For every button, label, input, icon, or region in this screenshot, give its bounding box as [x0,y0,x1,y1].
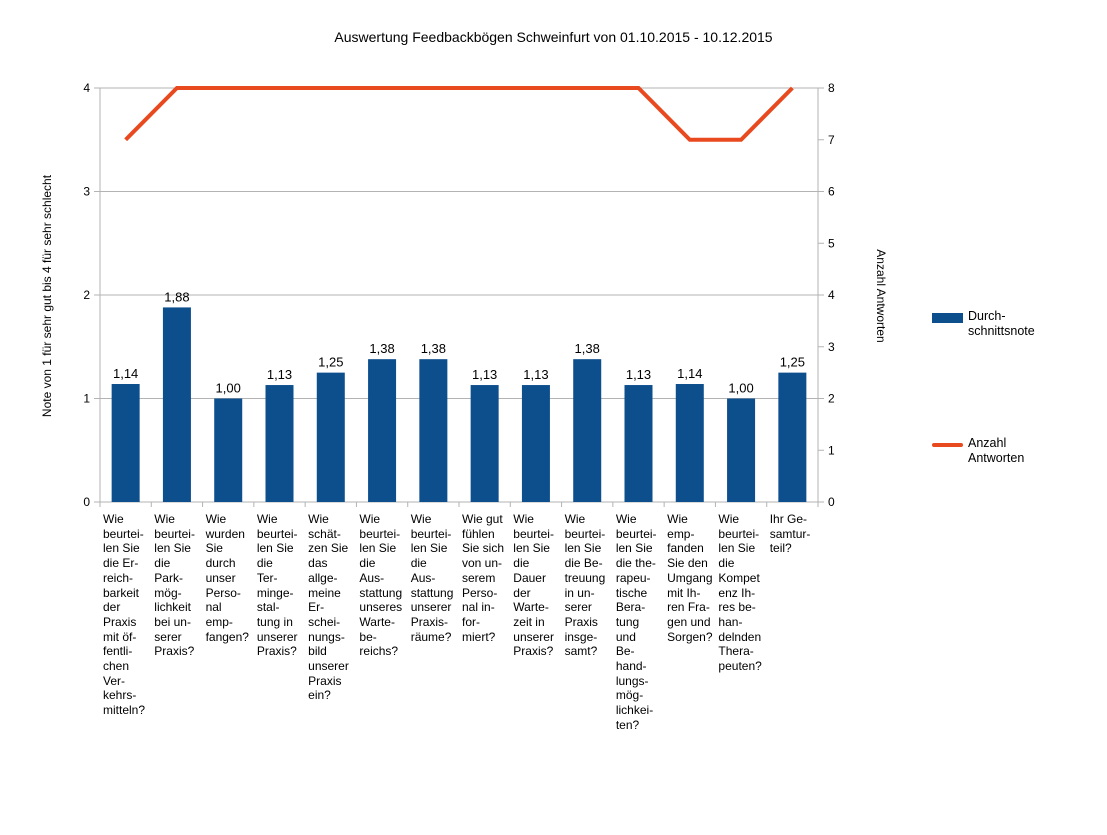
bar-value-label: 1,38 [421,341,446,356]
left-axis-tick-label: 3 [83,185,90,199]
category-label: Wie beurtei- len Sie die the- rapeu- tis… [615,512,657,732]
bar-value-label: 1,38 [575,341,600,356]
category-label: Wie beurtei- len Sie die Dauer der Warte… [513,512,554,659]
bar [368,359,397,502]
bar-value-label: 1,13 [523,367,548,382]
bar [111,384,140,502]
bar-value-label: 1,13 [472,367,497,382]
category-label: Wie beurtei- len Sie die Aus- stattung u… [410,512,454,644]
left-axis-tick-label: 4 [83,81,90,95]
category-label: Wie emp- fanden Sie den Umgang mit Ih- r… [667,512,713,644]
bar-value-label: 1,25 [780,355,805,370]
bar [727,398,756,502]
bar-value-label: 1,00 [728,381,753,396]
line-series [124,86,794,142]
category-label: Ihr Ge- samtur- teil? [769,512,811,556]
bar-value-label: 1,38 [369,341,394,356]
category-label: Wie beurtei- len Sie die Er- reich- bark… [103,512,146,718]
bar-value-label: 1,25 [318,355,343,370]
bar-value-label: 1,14 [113,366,138,381]
bar-value-label: 1,13 [267,367,292,382]
bar [419,359,448,502]
right-axis-tick-label: 2 [828,392,835,406]
category-label: Wie beurtei- len Sie die Ter- minge- sta… [256,512,298,659]
chart-title: Auswertung Feedbackbögen Schweinfurt von… [334,29,773,45]
right-axis-tick-label: 6 [828,185,835,199]
category-label: Wie beurtei- len Sie die Aus- stattung u… [359,512,403,659]
legend-label-anzahl-antworten: Anzahl Antworten [968,436,1025,465]
bar [470,385,499,502]
left-axis-tick-label: 1 [83,392,90,406]
category-label: Wie gut fühlen Sie sich von un- serem Pe… [462,512,505,644]
legend-label-durchschnittsnote: Durch- schnittsnote [968,309,1035,338]
category-label: Wie beurtei- len Sie die Kompet enz Ih- … [718,512,762,674]
bar-value-label: 1,13 [626,367,651,382]
bar [162,307,191,502]
line-series-swatch-icon [932,443,963,447]
bar-series-swatch-icon [932,313,963,323]
right-axis-tick-label: 8 [828,81,835,95]
bar-value-label: 1,00 [216,381,241,396]
bar [624,385,653,502]
left-axis-tick-label: 0 [83,495,90,509]
bar-value-label: 1,14 [677,366,702,381]
bar [265,385,294,502]
bar [778,372,807,502]
right-axis-tick-label: 1 [828,443,835,457]
left-axis-title: Note von 1 für sehr gut bis 4 für sehr s… [40,174,54,418]
category-label: Wie beurtei- len Sie die Be- treuung in … [564,512,606,659]
category-label: Wie beurtei- len Sie die Park- mög- lich… [154,512,195,659]
category-label: Wie schät- zen Sie das allge- meine Er- … [308,512,349,703]
right-axis-tick-label: 5 [828,236,835,250]
right-axis-tick-label: 4 [828,288,835,302]
bar-value-label: 1,88 [164,289,189,304]
right-axis-tick-label: 7 [828,133,835,147]
bar [573,359,602,502]
bar [214,398,243,502]
bar [521,385,550,502]
category-label: Wie wurden Sie durch unser Perso- nal em… [205,512,249,644]
left-axis-tick-label: 2 [83,288,90,302]
legend-item-anzahl-antworten: Anzahl Antworten [932,436,1024,466]
right-axis-title: Anzahl Antworten [874,249,888,343]
legend-item-durchschnittsnote: Durch- schnittsnote [932,309,1035,339]
right-axis-tick-label: 3 [828,340,835,354]
bar [675,384,704,502]
right-axis-tick-label: 0 [828,495,835,509]
bar [316,372,345,502]
